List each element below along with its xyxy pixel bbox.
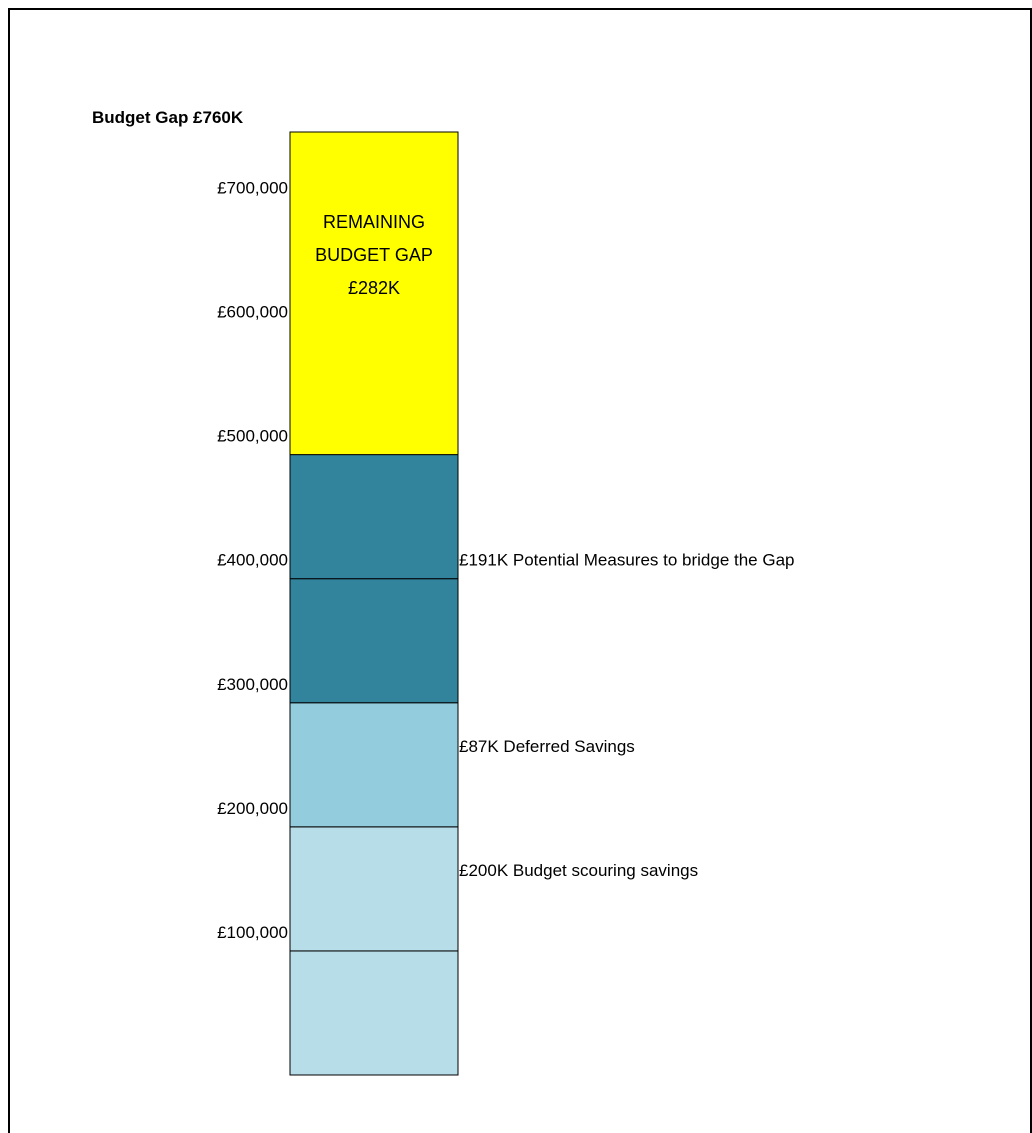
chart-title: Budget Gap £760K (92, 108, 244, 127)
bar-segment-deferred-2 (289, 702, 459, 828)
segment-annotation: £87K Deferred Savings (459, 737, 635, 756)
y-tick-label: £100,000 (217, 923, 288, 942)
bar-segment-measures-3 (289, 578, 459, 704)
y-axis-ticks: £100,000 £200,000 £300,000 £400,000 £500,000… (217, 178, 288, 941)
chart-frame (8, 8, 1032, 1133)
y-tick-label: £600,000 (217, 303, 288, 322)
bar-segment-scouring-0 (289, 950, 459, 1076)
y-tick-label: £700,000 (217, 178, 288, 197)
segment-annotations: £191K Potential Measures to bridge the G… (459, 551, 795, 880)
segment-annotation: £191K Potential Measures to bridge the G… (459, 551, 795, 570)
stacked-bar (289, 131, 459, 1076)
y-tick-label: £200,000 (217, 799, 288, 818)
bar-segment-scouring-1 (289, 826, 459, 952)
y-tick-label: £400,000 (217, 551, 288, 570)
y-tick-label: £300,000 (217, 675, 288, 694)
y-tick-label: £500,000 (217, 427, 288, 446)
bar-segment-remaining-5 (289, 131, 459, 456)
bar-segment-measures-4 (289, 454, 459, 580)
remaining-gap-label: REMAINING BUDGET GAP £282K (315, 212, 433, 298)
segment-annotation: £200K Budget scouring savings (459, 861, 698, 880)
remaining-label-line: REMAINING (323, 212, 425, 232)
remaining-label-line: BUDGET GAP (315, 245, 433, 265)
remaining-label-line: £282K (348, 278, 400, 298)
